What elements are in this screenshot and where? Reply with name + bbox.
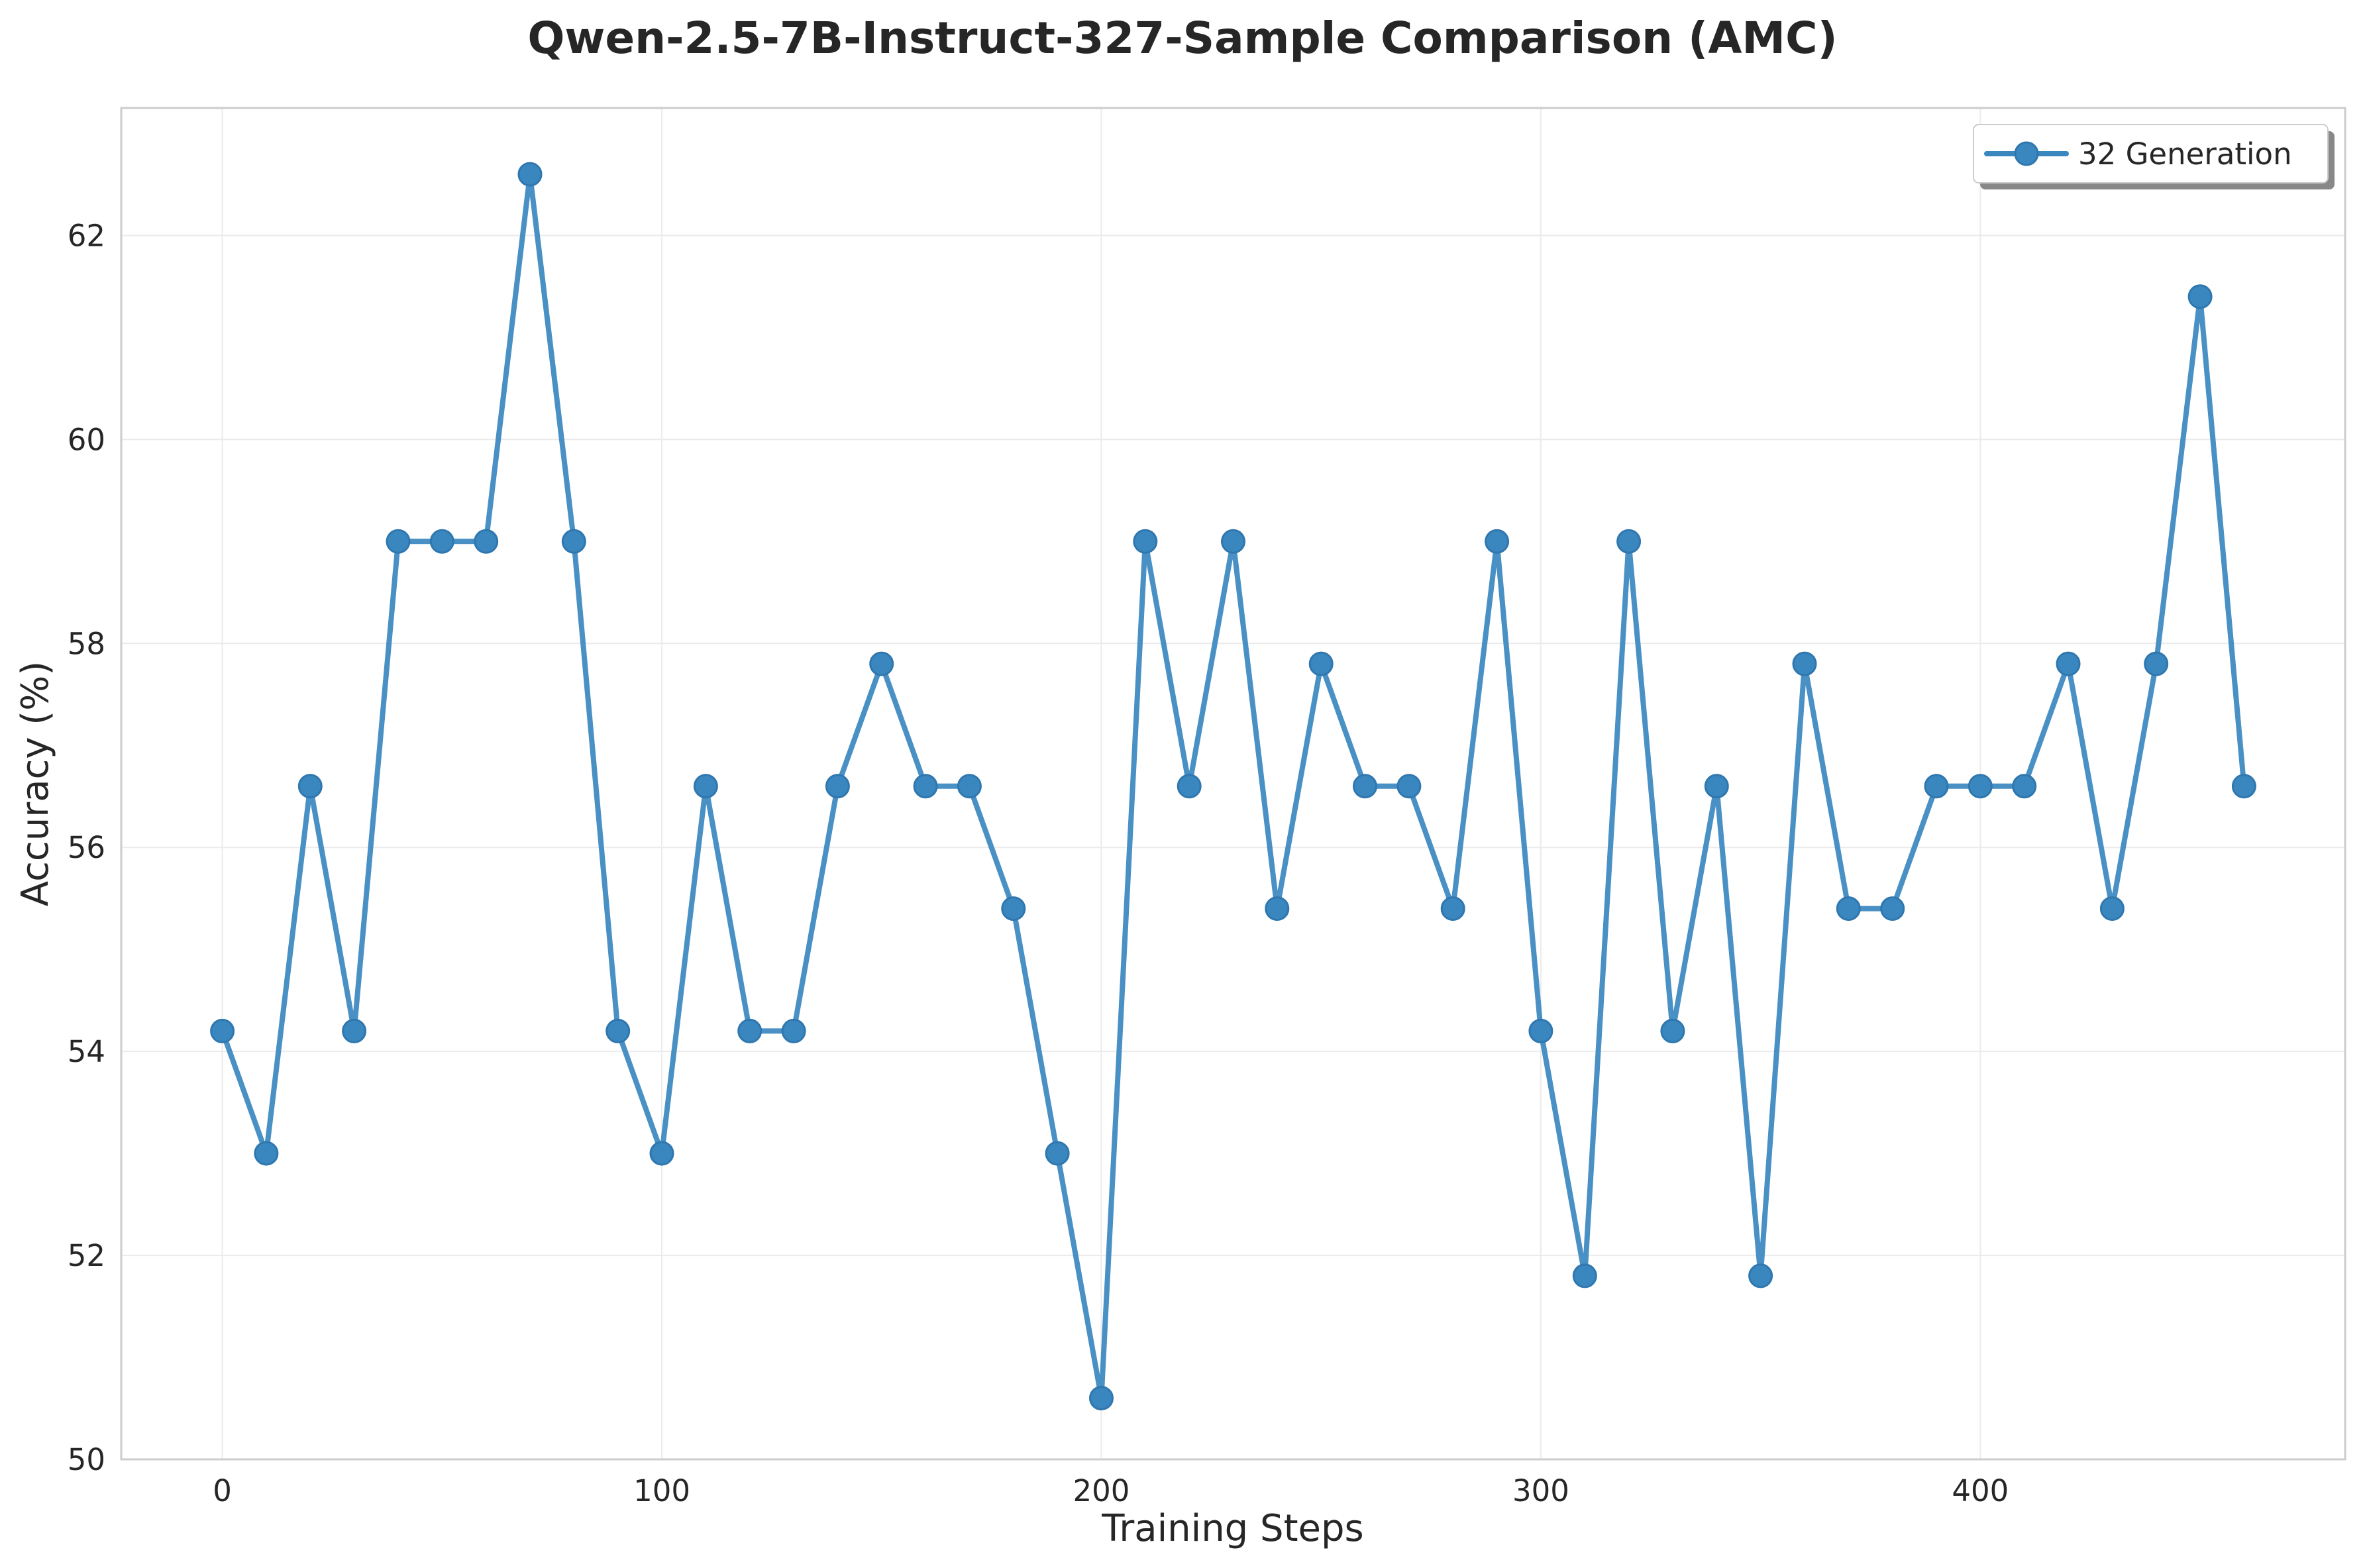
data-point (1440, 896, 1465, 921)
data-point (649, 1141, 674, 1166)
y-axis-label: Accuracy (%) (14, 661, 57, 906)
data-point (1177, 774, 1202, 799)
y-tick-label: 54 (68, 1034, 105, 1069)
legend: 32 Generation (1973, 124, 2335, 189)
data-point (1836, 896, 1861, 921)
data-point (474, 529, 499, 554)
x-axis-ticks: 0 100 200 300 400 (213, 1473, 2009, 1508)
legend-marker (2014, 141, 2039, 166)
data-point (1089, 1386, 1114, 1411)
data-point (1265, 896, 1290, 921)
plot-frame (120, 107, 2346, 1461)
y-axis-ticks: 50 52 54 56 58 60 62 (68, 218, 105, 1477)
x-axis-label: Training Steps (1101, 1507, 1363, 1550)
data-point (825, 774, 850, 799)
data-point (561, 529, 586, 554)
data-point (1572, 1263, 1597, 1288)
x-tick-label: 200 (1073, 1473, 1130, 1508)
data-point (1528, 1018, 1553, 1043)
legend-label: 32 Generation (2078, 136, 2292, 172)
data-point (1308, 651, 1334, 676)
y-tick-label: 60 (68, 422, 105, 457)
grid (121, 108, 2345, 1460)
data-point (2231, 774, 2256, 799)
data-point (342, 1018, 367, 1043)
x-tick-label: 100 (633, 1473, 690, 1508)
data-point (517, 162, 543, 187)
y-tick-label: 58 (68, 626, 105, 661)
series-group (210, 162, 2256, 1411)
data-point (2099, 896, 2125, 921)
data-point (297, 774, 323, 799)
data-point (2144, 651, 2169, 676)
data-point (1748, 1263, 1773, 1288)
data-point (1880, 896, 1905, 921)
data-point (1353, 774, 1377, 799)
data-point (1704, 774, 1729, 799)
data-point (1221, 529, 1245, 554)
data-point (254, 1141, 279, 1166)
x-tick-label: 300 (1512, 1473, 1569, 1508)
data-point (1133, 529, 1158, 554)
data-point (781, 1018, 806, 1043)
data-point (1485, 529, 1510, 554)
data-point (2187, 284, 2213, 309)
data-point (913, 774, 938, 799)
data-point (2012, 774, 2037, 799)
data-point (869, 651, 894, 676)
data-point (957, 774, 982, 799)
data-point (1045, 1141, 1070, 1166)
y-tick-label: 50 (68, 1442, 105, 1477)
data-point (605, 1018, 631, 1043)
y-tick-label: 56 (68, 830, 105, 865)
data-point (1792, 651, 1817, 676)
chart-title: Qwen-2.5-7B-Instruct-327-Sample Comparis… (527, 13, 1837, 64)
data-point (1660, 1018, 1685, 1043)
data-point (1616, 529, 1642, 554)
data-point (1924, 774, 1949, 799)
data-point (210, 1018, 235, 1043)
data-point (1968, 774, 1993, 799)
data-point (693, 774, 718, 799)
data-point (2056, 651, 2081, 676)
x-tick-label: 400 (1952, 1473, 2009, 1508)
x-tick-label: 0 (213, 1473, 232, 1508)
data-point (1396, 774, 1422, 799)
data-point (386, 529, 411, 554)
data-point (1001, 896, 1026, 921)
data-point (737, 1018, 762, 1043)
data-point (429, 529, 454, 554)
y-tick-label: 62 (68, 218, 105, 253)
y-tick-label: 52 (68, 1238, 105, 1273)
legend-box (1973, 124, 2329, 183)
